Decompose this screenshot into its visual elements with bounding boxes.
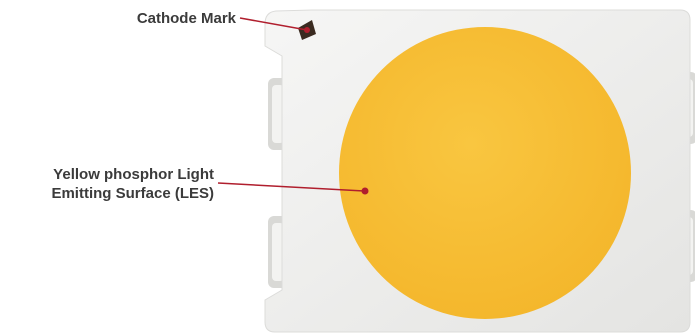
- les-label-line1: Yellow phosphor Light: [53, 166, 214, 183]
- les-leader-line: [217, 182, 369, 195]
- cathode-leader-line: [239, 17, 310, 33]
- les-label: Yellow phosphor Light Emitting Surface (…: [2, 165, 214, 203]
- cathode-mark-label: Cathode Mark: [136, 10, 236, 27]
- les-label-line2: Emitting Surface (LES): [51, 185, 214, 202]
- phosphor-emitting-surface: [339, 27, 631, 319]
